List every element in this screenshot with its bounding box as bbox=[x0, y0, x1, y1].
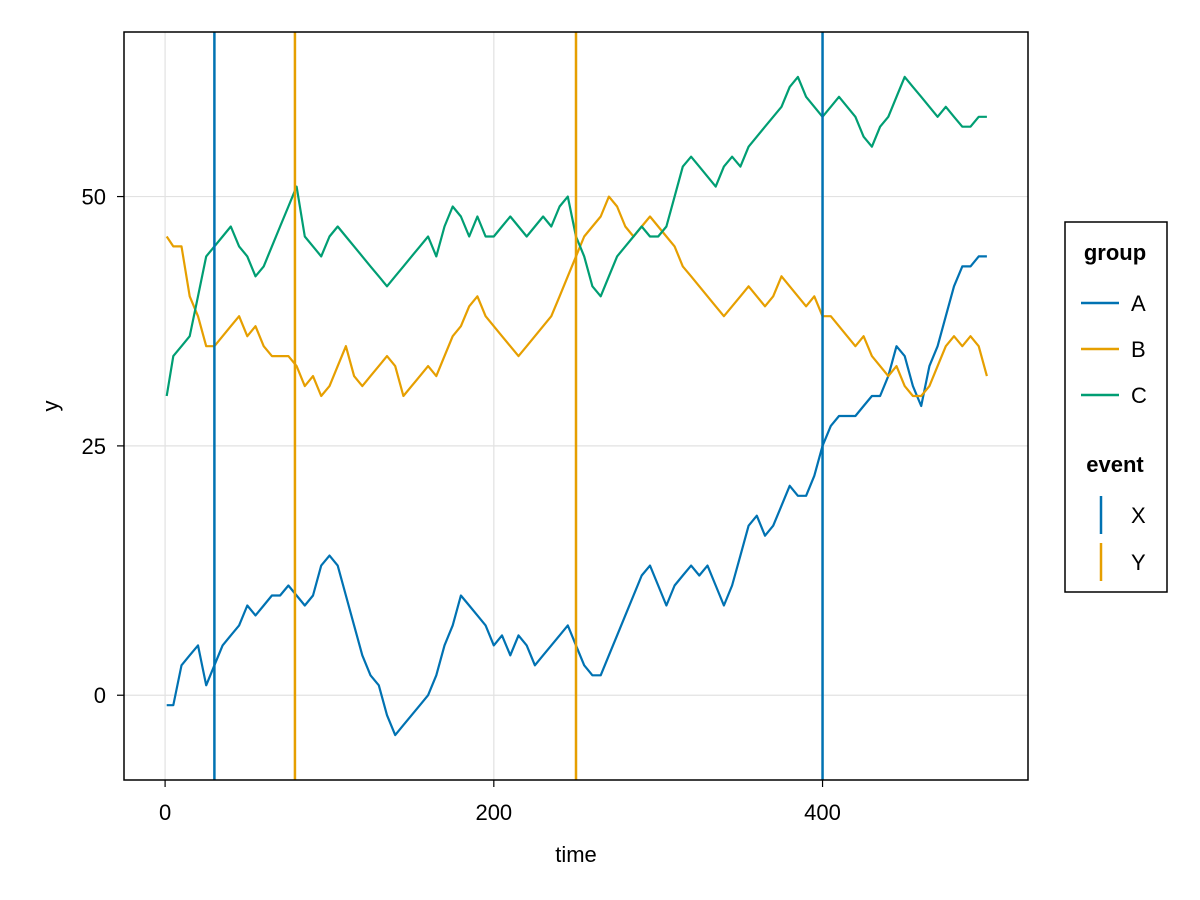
legend-event-title: event bbox=[1086, 452, 1144, 477]
event-lines bbox=[213, 32, 824, 780]
y-tick-label: 50 bbox=[82, 185, 106, 210]
legend-box bbox=[1064, 221, 1168, 593]
plot-frame bbox=[123, 31, 1029, 781]
legend-label-x: X bbox=[1131, 503, 1146, 528]
y-axis-label: y bbox=[38, 401, 63, 412]
legend-label-y: Y bbox=[1131, 550, 1146, 575]
y-tick-label: 0 bbox=[94, 683, 106, 708]
x-axis-ticks: 0 200 400 bbox=[159, 780, 841, 825]
x-axis-label: time bbox=[555, 842, 597, 867]
legend-group-title: group bbox=[1084, 240, 1146, 265]
y-tick-label: 25 bbox=[82, 434, 106, 459]
y-axis-ticks: 0 25 50 bbox=[82, 185, 124, 708]
x-tick-label: 400 bbox=[804, 800, 841, 825]
x-tick-label: 0 bbox=[159, 800, 171, 825]
legend: group ABC event XY bbox=[1064, 221, 1168, 593]
legend-label-c: C bbox=[1131, 383, 1147, 408]
legend-event-entries: XY bbox=[1099, 496, 1146, 581]
legend-group-entries: ABC bbox=[1081, 291, 1147, 408]
legend-label-b: B bbox=[1131, 337, 1146, 362]
x-tick-label: 200 bbox=[475, 800, 512, 825]
legend-label-a: A bbox=[1131, 291, 1146, 316]
